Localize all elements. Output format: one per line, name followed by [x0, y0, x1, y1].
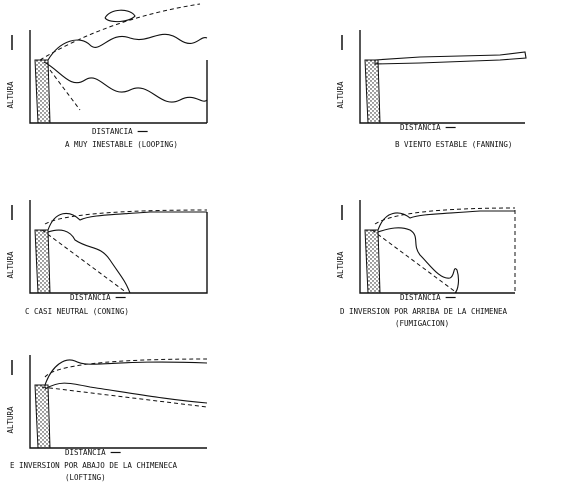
- x-axis-label: DISTANCIA: [400, 293, 441, 302]
- y-axis-label: ALTURA: [6, 81, 15, 109]
- y-axis-label: ALTURA: [6, 406, 15, 434]
- caption: (LOFTING): [65, 473, 106, 482]
- x-axis-label: DISTANCIA: [92, 127, 133, 136]
- caption: E INVERSION POR ABAJO DE LA CHIMENECA: [10, 461, 178, 470]
- panel-e: [29, 355, 208, 449]
- caption: B VIENTO ESTABLE (FANNING): [395, 140, 512, 149]
- caption: D INVERSION POR ARRIBA DE LA CHIMENEA: [340, 307, 508, 316]
- caption: A MUY INESTABLE (LOOPING): [65, 140, 178, 149]
- panel-a: [29, 3, 208, 124]
- caption: (FUMIGACION): [395, 319, 449, 328]
- y-axis-label: ALTURA: [336, 81, 345, 109]
- x-axis-label: DISTANCIA: [70, 293, 111, 302]
- x-axis-label: DISTANCIA: [400, 123, 441, 132]
- panel-c: [29, 200, 208, 294]
- y-axis-label: ALTURA: [6, 251, 15, 279]
- panel-b: [359, 30, 527, 124]
- y-axis-label: ALTURA: [336, 251, 345, 279]
- panel-d: [359, 200, 516, 294]
- x-axis-label: DISTANCIA: [65, 448, 106, 457]
- caption: C CASI NEUTRAL (CONING): [25, 307, 129, 316]
- labels: ALTURA DISTANCIA A MUY INESTABLE (LOOPING)…: [6, 35, 512, 482]
